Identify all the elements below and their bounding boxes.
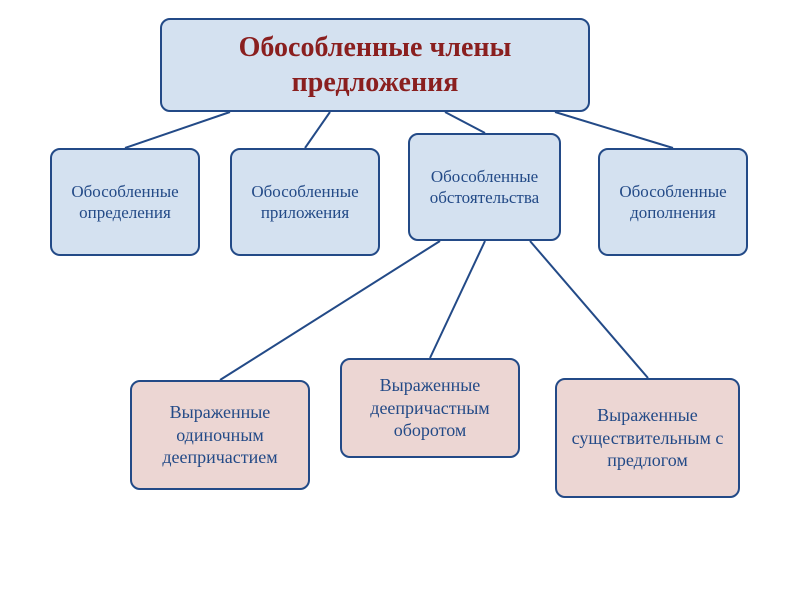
node-gerund-phrase: Выраженные деепричастным оборотом bbox=[340, 358, 520, 458]
connector-line bbox=[445, 112, 485, 133]
node-applications: Обособленные приложения bbox=[230, 148, 380, 256]
connector-line bbox=[430, 241, 485, 358]
node-definitions: Обособленные определения bbox=[50, 148, 200, 256]
node-noun-with-prep-label: Выраженные существительным с предлогом bbox=[563, 404, 732, 472]
node-circumstances: Обособленные обстоятельства bbox=[408, 133, 561, 241]
node-definitions-label: Обособленные определения bbox=[58, 181, 192, 224]
node-additions: Обособленные дополнения bbox=[598, 148, 748, 256]
node-root-label: Обособленные члены предложения bbox=[168, 30, 582, 100]
node-single-gerund-label: Выраженные одиночным деепричастием bbox=[138, 401, 302, 469]
node-circumstances-label: Обособленные обстоятельства bbox=[416, 166, 553, 209]
connector-line bbox=[305, 112, 330, 148]
node-gerund-phrase-label: Выраженные деепричастным оборотом bbox=[348, 374, 512, 442]
node-root: Обособленные члены предложения bbox=[160, 18, 590, 112]
node-noun-with-prep: Выраженные существительным с предлогом bbox=[555, 378, 740, 498]
node-single-gerund: Выраженные одиночным деепричастием bbox=[130, 380, 310, 490]
connector-line bbox=[530, 241, 648, 378]
connector-line bbox=[125, 112, 230, 148]
node-applications-label: Обособленные приложения bbox=[238, 181, 372, 224]
node-additions-label: Обособленные дополнения bbox=[606, 181, 740, 224]
connector-line bbox=[555, 112, 673, 148]
